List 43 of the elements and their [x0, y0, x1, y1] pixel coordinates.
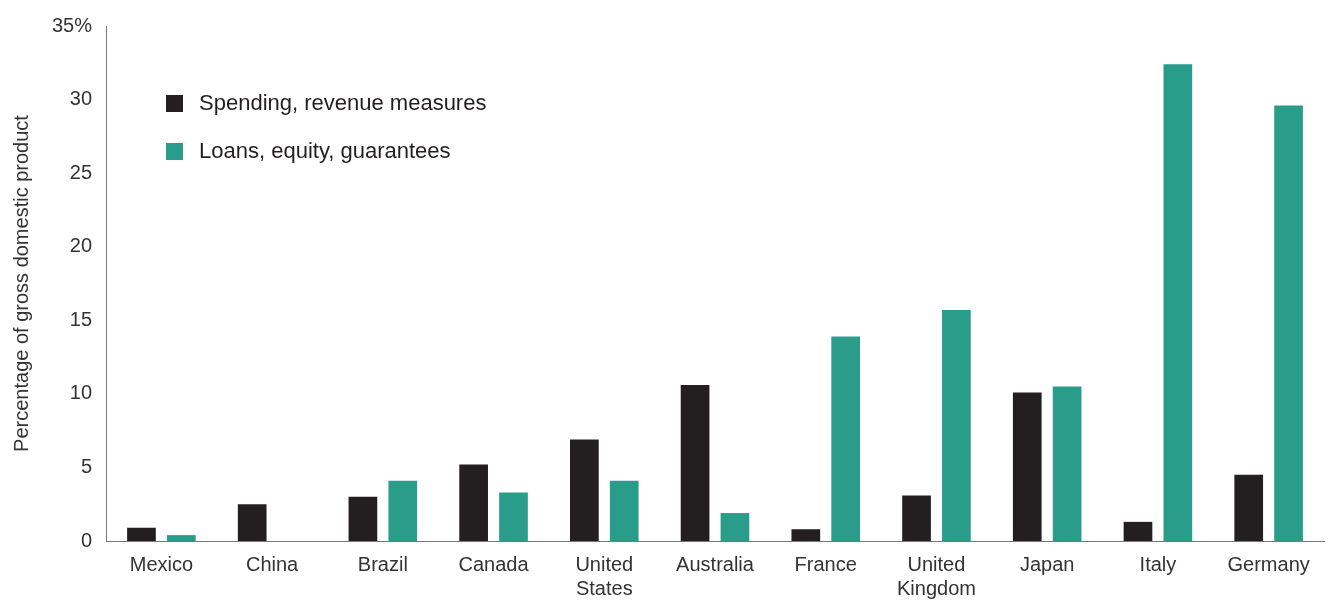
x-tick-label: United Kingdom: [897, 552, 976, 599]
bar: [1012, 392, 1042, 541]
bar: [1234, 474, 1264, 541]
bar: [388, 480, 418, 541]
bar: [1163, 64, 1193, 541]
bar: [127, 527, 156, 541]
y-axis-title: Percentage of gross domestic product: [9, 114, 32, 452]
y-tick-label: 5: [80, 454, 93, 477]
x-tick-label: Canada: [458, 552, 530, 575]
bar: [902, 495, 931, 541]
bar: [609, 480, 639, 541]
bar: [570, 439, 599, 541]
y-tick-label: 0: [80, 528, 93, 551]
y-tick-label: 25: [69, 160, 93, 183]
x-tick-label: Italy: [1139, 552, 1177, 575]
y-tick-label: 35%: [52, 13, 93, 36]
legend-label: Loans, equity, guarantees: [199, 138, 451, 164]
x-tick-label: China: [245, 552, 300, 575]
x-tick-label: Brazil: [357, 552, 408, 575]
bar: [459, 464, 488, 541]
x-tick-label: Japan: [1019, 552, 1075, 575]
bar: [942, 309, 971, 541]
bar: [791, 529, 821, 541]
x-tick-label: Australia: [676, 552, 755, 575]
bar: [680, 385, 710, 541]
y-tick-label: 15: [69, 307, 93, 330]
x-tick-label: France: [794, 552, 857, 575]
bar: [1274, 105, 1303, 541]
bar: [166, 535, 196, 541]
x-tick-label: Germany: [1227, 552, 1310, 575]
x-tick-label: Mexico: [129, 552, 194, 575]
y-tick-label: 30: [69, 87, 93, 110]
y-tick-label: 10: [69, 381, 93, 404]
bar: [720, 513, 750, 541]
bar: [499, 492, 528, 541]
bar: [831, 336, 861, 541]
bar: [237, 504, 267, 541]
y-tick-label: 20: [69, 234, 93, 257]
legend-label: Spending, revenue measures: [199, 90, 487, 116]
x-tick-label: United States: [575, 552, 634, 599]
bar: [348, 496, 378, 541]
bar: [1052, 386, 1082, 541]
bar: [1123, 521, 1153, 541]
